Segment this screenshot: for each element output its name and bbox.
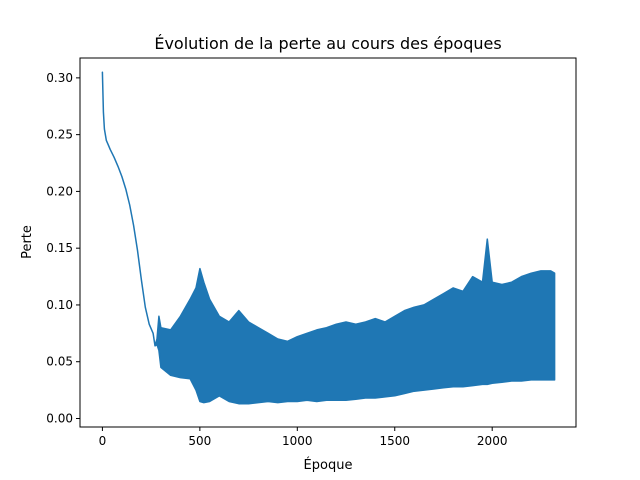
- y-tick-label: 0.00: [46, 411, 73, 425]
- x-tick-label: 500: [188, 434, 211, 448]
- y-axis-label: Perte: [20, 225, 35, 259]
- x-tick-label: 0: [99, 434, 107, 448]
- y-axis-ticks: 0.00 0.05 0.10 0.15 0.20 0.25 0.30: [46, 71, 80, 425]
- x-tick-label: 1000: [282, 434, 313, 448]
- x-axis-label: Époque: [304, 457, 353, 473]
- axes-frame: [79, 57, 577, 428]
- x-axis-ticks: 0 500 1000 1500 2000: [99, 427, 508, 448]
- y-tick-label: 0.25: [46, 128, 73, 142]
- y-tick-label: 0.05: [46, 355, 73, 369]
- x-tick-label: 2000: [477, 434, 508, 448]
- loss-series-line: [101, 71, 556, 405]
- y-tick-label: 0.15: [46, 241, 73, 255]
- y-tick-label: 0.10: [46, 298, 73, 312]
- y-tick-label: 0.30: [46, 71, 73, 85]
- chart-title: Évolution de la perte au cours des époqu…: [154, 34, 501, 53]
- x-tick-label: 1500: [379, 434, 410, 448]
- plot-area: [101, 71, 556, 405]
- y-tick-label: 0.20: [46, 184, 73, 198]
